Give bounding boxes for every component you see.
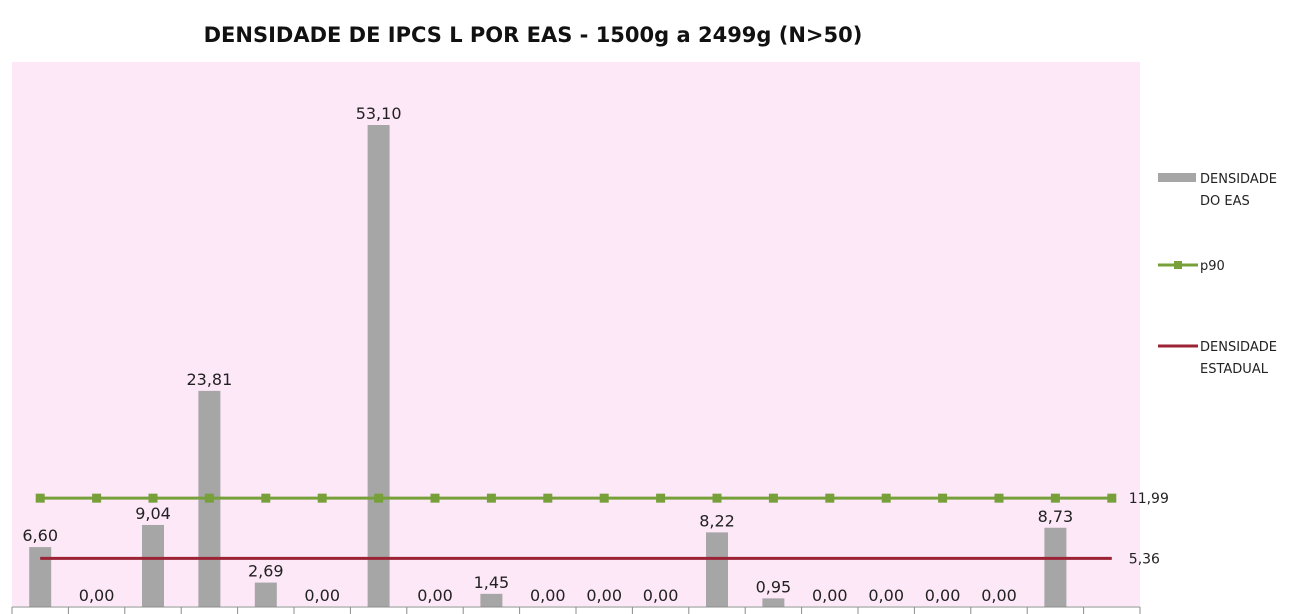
legend-entry-text: DENSIDADE (1200, 340, 1277, 355)
bar-value-label: 0,00 (643, 586, 679, 605)
chart-title: DENSIDADE DE IPCS L POR EAS - 1500g a 24… (204, 23, 863, 47)
bar (480, 593, 503, 607)
p90-marker (599, 493, 609, 503)
bar-series (29, 125, 1067, 607)
bar (706, 532, 728, 607)
x-axis (11, 606, 1141, 614)
legend-entry-text: DO EAS (1200, 194, 1250, 209)
legend-bar-symbol (1158, 173, 1196, 182)
p90-marker (656, 493, 666, 503)
bar (254, 582, 277, 607)
bar-data-labels: 6,60 0,00 9,04 23,81 2,69 0,00 53,10 0,00 1,45 0,… (22, 104, 1073, 605)
bar-value-label: 0,00 (925, 586, 961, 605)
legend-entry-text: DENSIDADE (1200, 172, 1277, 187)
reference-lines: 11,99 5,36 (35, 491, 1169, 567)
p90-marker (261, 493, 271, 503)
bar-value-label: 0,00 (868, 586, 904, 605)
legend-entry-text: ESTADUAL (1200, 362, 1269, 377)
bar-value-label: 0,00 (530, 586, 566, 605)
bar-value-label: 23,81 (186, 370, 232, 389)
p90-marker (768, 493, 778, 503)
bar-value-label: 0,00 (79, 586, 115, 605)
p90-marker (92, 493, 102, 503)
p90-value-label: 11,99 (1129, 491, 1169, 507)
p90-marker (825, 493, 835, 503)
p90-marker (994, 493, 1004, 503)
state-density-value-label: 5,36 (1129, 551, 1160, 567)
bar (367, 125, 390, 607)
bar (142, 524, 164, 607)
bar (1044, 527, 1067, 607)
bar (29, 547, 52, 607)
bar (762, 598, 785, 607)
p90-marker (1050, 493, 1060, 503)
p90-marker (317, 493, 327, 503)
bar-value-label: 0,00 (586, 586, 622, 605)
p90-marker (486, 493, 496, 503)
bar-value-label: 0,00 (981, 586, 1017, 605)
p90-marker (374, 493, 384, 503)
p90-marker (148, 493, 158, 503)
plot-area (12, 62, 1140, 606)
legend: DENSIDADE DO EAS p90 DENSIDADE ESTADUAL (1158, 172, 1277, 377)
bar-value-label: 0,00 (812, 586, 848, 605)
bar-value-label: 8,22 (699, 511, 735, 530)
bar-value-label: 1,45 (474, 573, 510, 592)
bar-value-label: 2,69 (248, 562, 284, 581)
p90-marker (204, 493, 214, 503)
bar-value-label: 0,95 (756, 577, 792, 596)
legend-p90-marker-symbol (1174, 261, 1182, 269)
bar-value-label: 9,04 (135, 504, 171, 523)
p90-marker (881, 493, 891, 503)
p90-marker (1107, 493, 1117, 503)
bar-value-label: 6,60 (22, 526, 58, 545)
p90-marker (430, 493, 440, 503)
p90-marker (938, 493, 948, 503)
bar-value-label: 0,00 (417, 586, 453, 605)
bar-value-label: 0,00 (304, 586, 340, 605)
p90-marker (543, 493, 553, 503)
bar-value-label: 8,73 (1038, 507, 1074, 526)
bar-value-label: 53,10 (356, 104, 402, 123)
p90-marker (35, 493, 45, 503)
legend-entry-text: p90 (1200, 259, 1225, 274)
p90-marker (712, 493, 722, 503)
